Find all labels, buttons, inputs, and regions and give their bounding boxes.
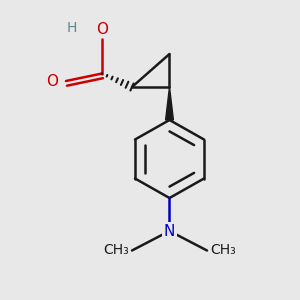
Text: CH₃: CH₃ [103, 244, 129, 257]
Text: O: O [96, 22, 108, 38]
Text: O: O [46, 74, 58, 88]
Polygon shape [166, 87, 173, 120]
Text: CH₃: CH₃ [210, 244, 236, 257]
Text: H: H [66, 22, 76, 35]
Text: N: N [164, 224, 175, 238]
